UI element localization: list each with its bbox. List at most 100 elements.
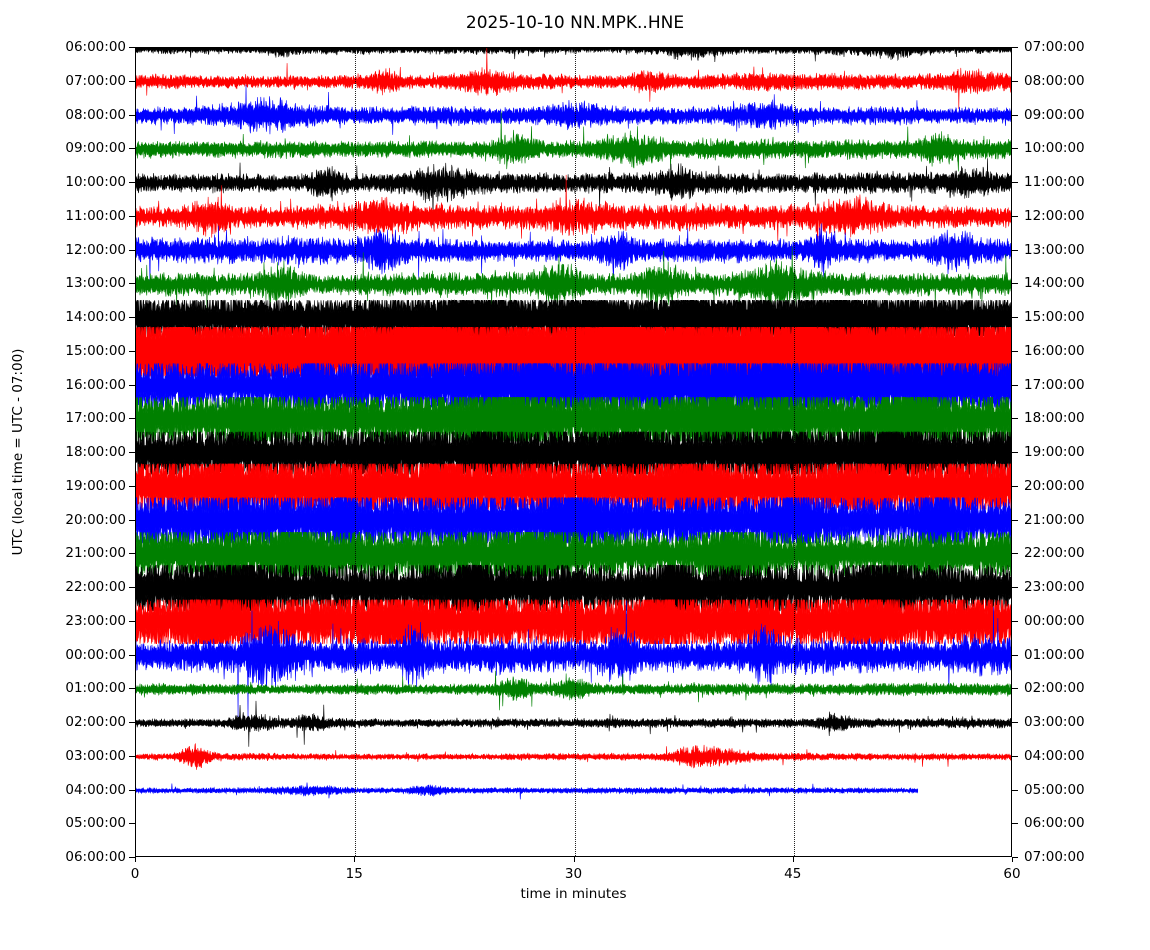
y-tick-label-right: 19:00:00 <box>1024 444 1085 460</box>
y-tick-label-right: 18:00:00 <box>1024 410 1085 427</box>
y-tick-label-left: 07:00:00 <box>65 72 126 89</box>
y-tick-label-right: 07:00:00 <box>1024 39 1085 55</box>
y-tick-label-left: 08:00:00 <box>65 106 126 123</box>
y-tick-label-right: 11:00:00 <box>1024 174 1085 190</box>
y-tick-mark-right <box>1012 654 1018 656</box>
y-tick-mark-right <box>1012 317 1018 318</box>
x-tick-label: 0 <box>130 866 140 882</box>
y-tick-label-left: 23:00:00 <box>65 612 126 629</box>
y-tick-label-right: 12:00:00 <box>1024 207 1085 224</box>
y-tick-mark-right <box>1012 789 1018 791</box>
waveform-trace <box>136 362 1011 409</box>
waveform-trace <box>136 598 1011 645</box>
y-tick-label-right: 06:00:00 <box>1024 815 1085 832</box>
y-tick-label-right: 01:00:00 <box>1024 646 1085 663</box>
waveform-trace <box>136 223 1011 289</box>
y-tick-label-right: 07:00:00 <box>1024 849 1085 865</box>
waveform-trace <box>136 782 919 800</box>
y-tick-label-left: 05:00:00 <box>65 815 126 832</box>
x-tick-mark <box>135 857 136 862</box>
y-tick-label-right: 23:00:00 <box>1024 579 1085 595</box>
y-tick-label-right: 10:00:00 <box>1024 140 1085 157</box>
waveform-trace <box>136 670 1011 711</box>
gridline-15 <box>355 48 357 856</box>
y-tick-mark-right <box>1012 688 1018 690</box>
y-tick-label-left: 03:00:00 <box>65 747 126 764</box>
y-tick-label-right: 20:00:00 <box>1024 477 1085 494</box>
gridline-45 <box>793 48 795 856</box>
y-tick-label-right: 22:00:00 <box>1024 545 1085 562</box>
y-tick-label-right: 17:00:00 <box>1024 376 1085 393</box>
waveform-trace <box>136 158 1011 226</box>
y-tick-mark-right <box>1012 553 1018 555</box>
y-tick-label-right: 02:00:00 <box>1024 680 1085 697</box>
waveform-traces <box>136 48 1011 800</box>
y-tick-label-right: 14:00:00 <box>1024 275 1085 292</box>
x-tick-mark <box>573 857 575 862</box>
y-tick-label-left: 13:00:00 <box>65 275 126 292</box>
waveform-trace <box>136 84 1011 135</box>
y-tick-mark-right <box>1012 182 1018 183</box>
waveform-trace <box>136 531 1011 578</box>
y-tick-label-left: 02:00:00 <box>65 714 126 730</box>
y-tick-label-left: 06:00:00 <box>65 39 126 55</box>
y-tick-label-right: 08:00:00 <box>1024 72 1085 89</box>
waveform-trace <box>136 48 1011 109</box>
y-tick-label-left: 04:00:00 <box>65 781 126 798</box>
y-tick-mark-right <box>1012 148 1018 150</box>
y-tick-mark-right <box>1012 249 1018 251</box>
y-tick-label-right: 21:00:00 <box>1024 511 1085 528</box>
waveform-trace <box>136 174 1011 254</box>
y-tick-label-left: 11:00:00 <box>65 207 126 224</box>
waveform-trace <box>136 246 1011 319</box>
y-tick-label-right: 13:00:00 <box>1024 241 1085 258</box>
waveform-trace <box>136 111 1011 172</box>
waveform-trace <box>136 600 1011 718</box>
y-tick-label-left: 09:00:00 <box>65 140 126 157</box>
y-tick-mark-right <box>1012 350 1018 352</box>
waveform-trace <box>136 700 1011 747</box>
page-title: 2025-10-10 NN.MPK..HNE <box>465 13 685 33</box>
waveform-trace <box>136 48 1011 62</box>
y-tick-label-right: 05:00:00 <box>1024 781 1085 798</box>
y-tick-label-left: 01:00:00 <box>65 680 126 697</box>
x-tick-label: 30 <box>564 866 583 882</box>
x-tick-mark <box>792 857 794 862</box>
x-tick-mark <box>354 857 356 862</box>
y-tick-mark-right <box>1012 722 1018 723</box>
y-tick-label-right: 00:00:00 <box>1024 612 1085 629</box>
y-tick-label-right: 16:00:00 <box>1024 342 1085 359</box>
y-tick-mark-right <box>1012 418 1018 420</box>
y-tick-mark-right <box>1012 283 1018 285</box>
y-tick-label-right: 03:00:00 <box>1024 714 1085 730</box>
y-tick-label-right: 09:00:00 <box>1024 106 1085 123</box>
y-tick-mark-right <box>1012 452 1018 453</box>
y-tick-label-left: 10:00:00 <box>65 174 126 190</box>
x-tick-label: 15 <box>345 866 363 882</box>
plot-area <box>135 47 1012 857</box>
waveform-trace <box>136 396 1011 443</box>
gridline-30 <box>574 48 576 856</box>
y-tick-mark-right <box>1012 823 1018 825</box>
waveform-trace <box>136 564 1011 612</box>
y-tick-mark-right <box>1012 587 1018 588</box>
x-tick-mark <box>1012 857 1013 862</box>
x-tick-label: 45 <box>784 866 802 882</box>
y-tick-mark-right <box>1012 47 1018 48</box>
y-tick-mark-right <box>1012 485 1018 487</box>
y-tick-label-left: 14:00:00 <box>65 309 126 325</box>
y-tick-mark-right <box>1012 620 1018 622</box>
y-tick-label-left: 22:00:00 <box>65 579 126 595</box>
y-tick-label-right: 04:00:00 <box>1024 747 1085 764</box>
y-tick-label-left: 06:00:00 <box>65 849 126 865</box>
y-tick-mark-right <box>1012 384 1018 386</box>
x-tick-label: 60 <box>1003 866 1021 882</box>
y-tick-mark-right <box>1012 755 1018 757</box>
waveform-trace <box>136 742 1011 770</box>
y-tick-mark-right <box>1012 215 1018 217</box>
y-tick-label-left: 00:00:00 <box>65 646 126 663</box>
y-tick-label-left: 12:00:00 <box>65 241 126 258</box>
y-axis-title: UTC (local time = UTC - 07:00) <box>10 348 26 556</box>
y-tick-label-right: 15:00:00 <box>1024 309 1085 325</box>
